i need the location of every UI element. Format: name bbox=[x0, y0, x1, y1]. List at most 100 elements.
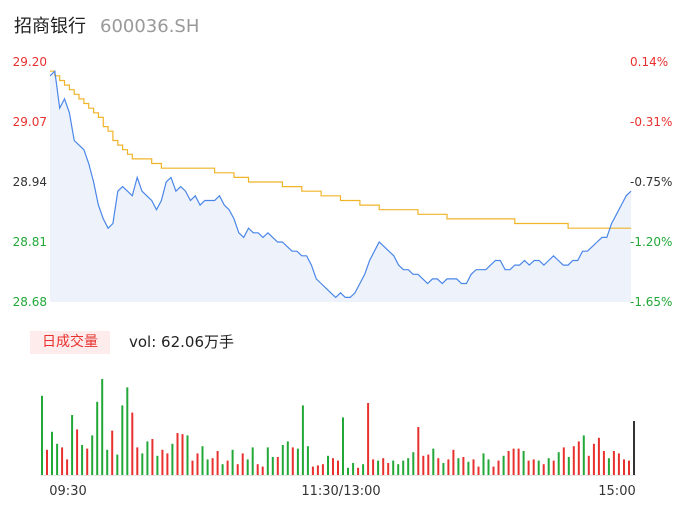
volume-bar bbox=[256, 464, 259, 475]
price-tick-label: 29.07 bbox=[13, 115, 47, 129]
volume-bar bbox=[623, 459, 625, 475]
volume-bar bbox=[241, 453, 244, 475]
volume-bar bbox=[116, 454, 119, 475]
volume-bar bbox=[367, 403, 370, 475]
volume-bar bbox=[527, 460, 530, 475]
volume-bar bbox=[271, 457, 274, 475]
volume-bar bbox=[76, 429, 79, 475]
stock-code: 600036.SH bbox=[100, 16, 200, 37]
volume-bar bbox=[291, 447, 294, 475]
volume-bar bbox=[547, 458, 550, 475]
volume-bar bbox=[442, 463, 445, 475]
volume-bar bbox=[467, 461, 470, 475]
volume-bar bbox=[427, 454, 430, 475]
price-line bbox=[49, 69, 632, 299]
volume-bar bbox=[66, 459, 69, 475]
pct-tick-label: 0.14% bbox=[630, 55, 668, 69]
volume-bar bbox=[126, 387, 129, 475]
volume-bar bbox=[281, 445, 284, 475]
volume-bar bbox=[106, 449, 109, 475]
volume-bar bbox=[71, 415, 74, 475]
volume-bar bbox=[587, 455, 590, 475]
volume-bar bbox=[206, 459, 209, 475]
volume-bar bbox=[482, 453, 485, 475]
volume-bar bbox=[316, 465, 319, 475]
volume-bar bbox=[612, 451, 615, 475]
volume-bar bbox=[517, 448, 520, 475]
volume-bar bbox=[432, 448, 435, 475]
volume-bar bbox=[286, 441, 289, 475]
volume-bar bbox=[392, 460, 395, 475]
volume-bar bbox=[327, 455, 329, 475]
volume-bar bbox=[161, 449, 164, 475]
price-tick-label: 28.81 bbox=[13, 235, 47, 249]
volume-bar bbox=[261, 466, 264, 475]
volume-bar bbox=[186, 435, 189, 475]
volume-bar bbox=[592, 443, 595, 475]
price-tick-label: 28.94 bbox=[13, 175, 47, 189]
price-tick-label: 28.68 bbox=[13, 295, 47, 309]
volume-bar bbox=[562, 447, 565, 475]
volume-bar bbox=[452, 449, 455, 475]
volume-bar bbox=[46, 449, 48, 475]
volume-bar bbox=[542, 464, 545, 475]
volume-bar bbox=[311, 466, 314, 475]
volume-bar bbox=[61, 447, 64, 475]
volume-bar bbox=[41, 395, 43, 475]
volume-bar bbox=[412, 452, 415, 475]
volume-bar bbox=[502, 455, 505, 475]
volume-bar bbox=[216, 451, 219, 475]
volume-bar bbox=[342, 417, 344, 475]
volume-bar bbox=[457, 458, 460, 475]
volume-bar bbox=[171, 443, 174, 475]
volume-bar bbox=[628, 460, 630, 475]
volume-bar bbox=[537, 460, 540, 475]
volume-bar bbox=[141, 453, 144, 475]
volume-bar bbox=[417, 427, 420, 475]
volume-bar bbox=[246, 459, 249, 475]
volume-bar bbox=[251, 447, 254, 475]
volume-bar bbox=[131, 412, 134, 475]
volume-bar bbox=[362, 464, 365, 475]
volume-bar bbox=[91, 435, 94, 475]
price-area bbox=[50, 71, 631, 302]
volume-bar bbox=[231, 449, 234, 475]
volume-bar bbox=[51, 431, 53, 475]
volume-bar bbox=[352, 463, 355, 475]
volume-bar bbox=[146, 441, 149, 475]
price-tick-label: 29.20 bbox=[13, 55, 47, 69]
volume-bar bbox=[532, 459, 535, 475]
volume-bar bbox=[422, 455, 425, 475]
volume-bar bbox=[201, 446, 204, 475]
pct-tick-label: -0.75% bbox=[630, 175, 672, 189]
volume-bar bbox=[462, 457, 465, 475]
volume-bar bbox=[56, 443, 59, 475]
volume-bar bbox=[96, 401, 99, 475]
volume-bar bbox=[221, 464, 224, 475]
volume-bar bbox=[357, 467, 360, 475]
time-axis-label: 15:00 bbox=[598, 484, 635, 499]
volume-bar bbox=[337, 460, 339, 475]
volume-bar bbox=[136, 447, 139, 475]
volume-bar bbox=[577, 441, 580, 475]
stock-name: 招商银行 bbox=[14, 16, 86, 37]
volume-bar bbox=[236, 464, 239, 475]
volume-bar bbox=[377, 460, 380, 475]
volume-bar bbox=[607, 458, 610, 475]
volume-bar bbox=[156, 455, 159, 475]
volume-bar bbox=[437, 458, 440, 475]
volume-bar bbox=[407, 458, 410, 475]
volume-bar bbox=[382, 458, 385, 475]
volume-bar bbox=[447, 459, 450, 475]
volume-bar bbox=[522, 451, 525, 475]
volume-bar bbox=[266, 447, 269, 475]
volume-bar bbox=[497, 460, 500, 475]
pct-tick-label: -0.31% bbox=[630, 115, 672, 129]
volume-badge[interactable]: 日成交量 bbox=[30, 331, 110, 354]
volume-bar bbox=[211, 458, 214, 475]
volume-bar bbox=[151, 439, 154, 475]
volume-bar bbox=[572, 446, 575, 475]
volume-bar bbox=[402, 460, 405, 475]
volume-bar bbox=[306, 446, 309, 475]
